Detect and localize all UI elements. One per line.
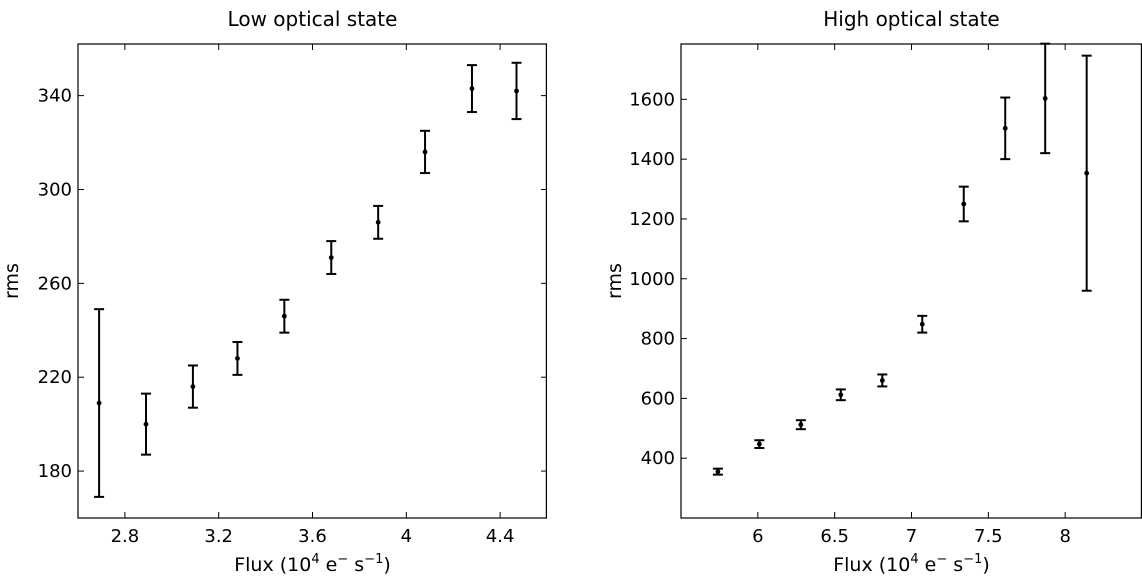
x-label-exp3: −1 [364, 552, 383, 567]
y-tick-label: 340 [38, 86, 72, 107]
panel-high-optical-state: High optical state 6 6.5 7 7.5 8 400 600 800 10… [604, 7, 1142, 576]
x-label-mid2: s [348, 554, 364, 576]
data-point [466, 64, 477, 114]
x-tick-label: 7 [906, 526, 917, 547]
data-point [877, 373, 888, 388]
data-point [420, 129, 431, 175]
data-marker [1002, 125, 1008, 131]
y-tick-label: 180 [38, 461, 72, 482]
panel-low-optical-state: Low optical state 2.8 3.2 3.6 4 4.4 180 220 26… [1, 7, 547, 576]
data-marker [422, 149, 428, 155]
data-marker [514, 88, 519, 94]
x-tick-label: 8 [1059, 526, 1070, 547]
data-point [712, 467, 723, 476]
data-marker [838, 392, 844, 398]
data-point [917, 314, 928, 334]
data-point [511, 61, 522, 121]
x-ticks: 2.8 3.2 3.6 4 4.4 [111, 44, 515, 547]
x-label-mid1: e [320, 554, 338, 576]
plot-frame [77, 43, 547, 519]
data-marker [235, 356, 240, 361]
x-ticks: 6 6.5 7 7.5 8 [752, 44, 1071, 547]
data-point [141, 392, 152, 456]
data-point [1081, 54, 1092, 292]
data-marker [328, 255, 334, 260]
data-point [835, 388, 846, 402]
x-tick-label: 4 [401, 526, 412, 547]
x-tick-label: 3.6 [298, 526, 327, 547]
x-label-post: ) [383, 554, 390, 576]
x-label-pre: Flux (10 [234, 554, 311, 576]
data-point [795, 419, 806, 431]
data-marker [756, 441, 762, 447]
data-marker [715, 469, 721, 475]
data-marker [879, 378, 885, 383]
x-axis-label: Flux (104 e− s−1) [833, 552, 990, 576]
x-label-mid1: e [919, 554, 937, 576]
y-tick-label: 1000 [629, 269, 675, 290]
data-point [187, 364, 198, 409]
data-series [712, 42, 1092, 476]
data-point [1040, 42, 1051, 155]
data-point [326, 240, 337, 275]
data-point [373, 204, 384, 240]
data-marker [798, 422, 804, 428]
data-marker [281, 313, 287, 319]
x-axis-label: Flux (104 e− s−1) [234, 552, 391, 576]
y-tick-label: 800 [641, 329, 675, 350]
x-tick-label: 6.5 [820, 526, 849, 547]
data-point [1000, 96, 1011, 161]
data-point [94, 308, 105, 498]
data-point [279, 298, 290, 334]
data-marker [469, 86, 475, 91]
x-label-exp1: 4 [311, 552, 319, 567]
x-label-exp1: 4 [910, 552, 918, 567]
y-tick-label: 260 [38, 273, 72, 294]
x-tick-label: 2.8 [111, 526, 140, 547]
chart-title: Low optical state [228, 7, 398, 31]
x-label-pre: Flux (10 [833, 554, 910, 576]
y-ticks: 400 600 800 1000 1200 1400 1600 [629, 89, 687, 469]
data-point [232, 341, 243, 376]
x-label-exp2: − [936, 552, 947, 567]
data-marker [919, 321, 925, 327]
data-point [958, 185, 969, 223]
data-marker [190, 384, 196, 389]
data-marker [375, 219, 381, 225]
data-marker [143, 421, 149, 427]
y-tick-label: 1600 [629, 89, 675, 110]
chart-title: High optical state [823, 7, 999, 31]
x-tick-label: 4.4 [486, 526, 515, 547]
data-point [754, 439, 765, 450]
plot-frame [680, 43, 1142, 519]
x-tick-label: 7.5 [974, 526, 1003, 547]
y-tick-label: 1400 [629, 149, 675, 170]
x-label-exp3: −1 [963, 552, 982, 567]
x-tick-label: 6 [752, 526, 763, 547]
y-tick-label: 600 [641, 388, 675, 409]
data-series [94, 61, 522, 498]
data-marker [961, 201, 967, 207]
data-marker [1042, 96, 1048, 101]
y-axis-label: rms [1, 263, 23, 299]
y-axis-label: rms [604, 263, 626, 299]
data-marker [1084, 170, 1090, 176]
x-tick-label: 3.2 [204, 526, 233, 547]
y-tick-label: 400 [641, 448, 675, 469]
y-tick-label: 300 [38, 179, 72, 200]
y-tick-label: 220 [38, 367, 72, 388]
x-label-post: ) [982, 554, 989, 576]
x-label-mid2: s [947, 554, 963, 576]
x-label-exp2: − [337, 552, 348, 567]
y-ticks: 180 220 260 300 340 [38, 86, 547, 482]
data-marker [96, 400, 102, 406]
y-tick-label: 1200 [629, 209, 675, 230]
